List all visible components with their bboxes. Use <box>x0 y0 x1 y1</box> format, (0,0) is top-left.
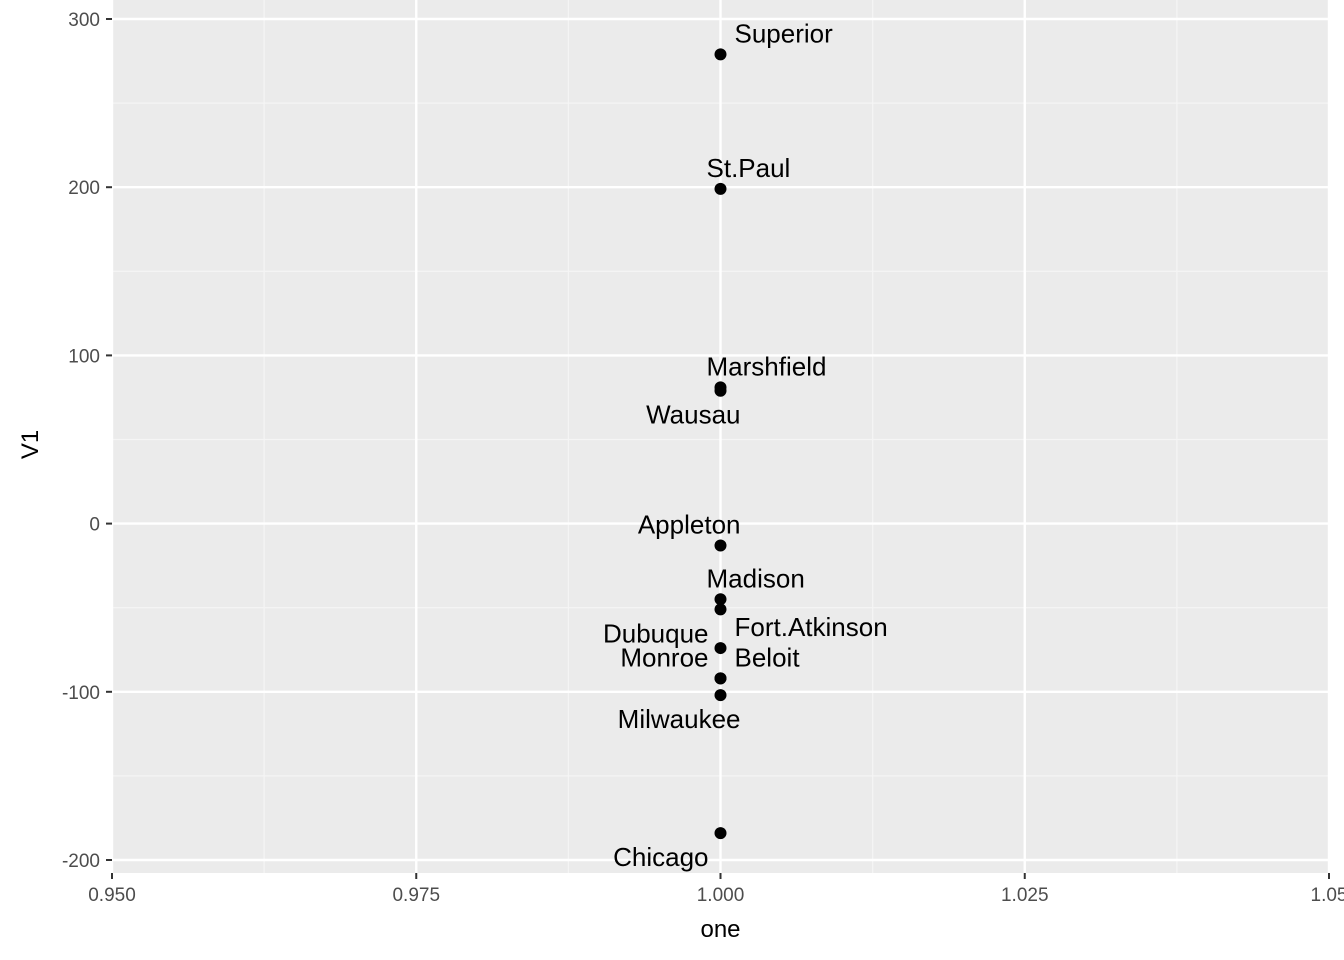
point-label: Chicago <box>613 842 708 872</box>
point-labels: Superior St.Paul Marshfield Wausau Appleton M… <box>603 18 888 872</box>
data-point <box>714 48 727 61</box>
y-tick-label: 200 <box>68 178 100 199</box>
data-points <box>714 48 727 840</box>
major-grid <box>110 0 1331 873</box>
data-point <box>714 827 727 840</box>
point-label: Superior <box>735 18 834 48</box>
x-tick-label: 0.950 <box>88 885 136 906</box>
x-tick-label: 0.975 <box>392 885 440 906</box>
y-tick-label: 0 <box>89 515 100 536</box>
x-tick-label: 1.05 <box>1311 885 1344 906</box>
y-axis: -200 -100 0 100 200 300 <box>62 10 112 872</box>
data-point <box>714 672 727 685</box>
data-point <box>714 593 727 606</box>
point-label: Monroe <box>620 642 708 672</box>
point-label: Marshfield <box>707 351 827 381</box>
x-tick-label: 1.000 <box>697 885 745 906</box>
point-label: Wausau <box>646 400 740 430</box>
y-tick-label: 100 <box>68 346 100 367</box>
point-label: Appleton <box>638 509 741 539</box>
data-point <box>714 642 727 655</box>
y-axis-title: V1 <box>17 430 44 459</box>
x-axis-title: one <box>700 916 740 943</box>
point-label: Madison <box>707 563 805 593</box>
data-point <box>714 689 727 702</box>
point-label: Milwaukee <box>618 704 741 734</box>
data-point <box>714 603 727 616</box>
data-point <box>714 384 727 397</box>
y-tick-label: -100 <box>62 683 100 704</box>
x-tick-label: 1.025 <box>1001 885 1049 906</box>
point-label: Dubuque <box>603 618 709 648</box>
y-tick-label: 300 <box>68 10 100 31</box>
x-axis: 0.950 0.975 1.000 1.025 1.05 <box>88 873 1344 906</box>
point-label: St.Paul <box>707 153 791 183</box>
data-point <box>714 182 727 195</box>
data-point <box>714 539 727 552</box>
y-tick-label: -200 <box>62 851 100 872</box>
point-label: Fort.Atkinson <box>735 612 888 642</box>
point-label: Beloit <box>735 642 801 672</box>
